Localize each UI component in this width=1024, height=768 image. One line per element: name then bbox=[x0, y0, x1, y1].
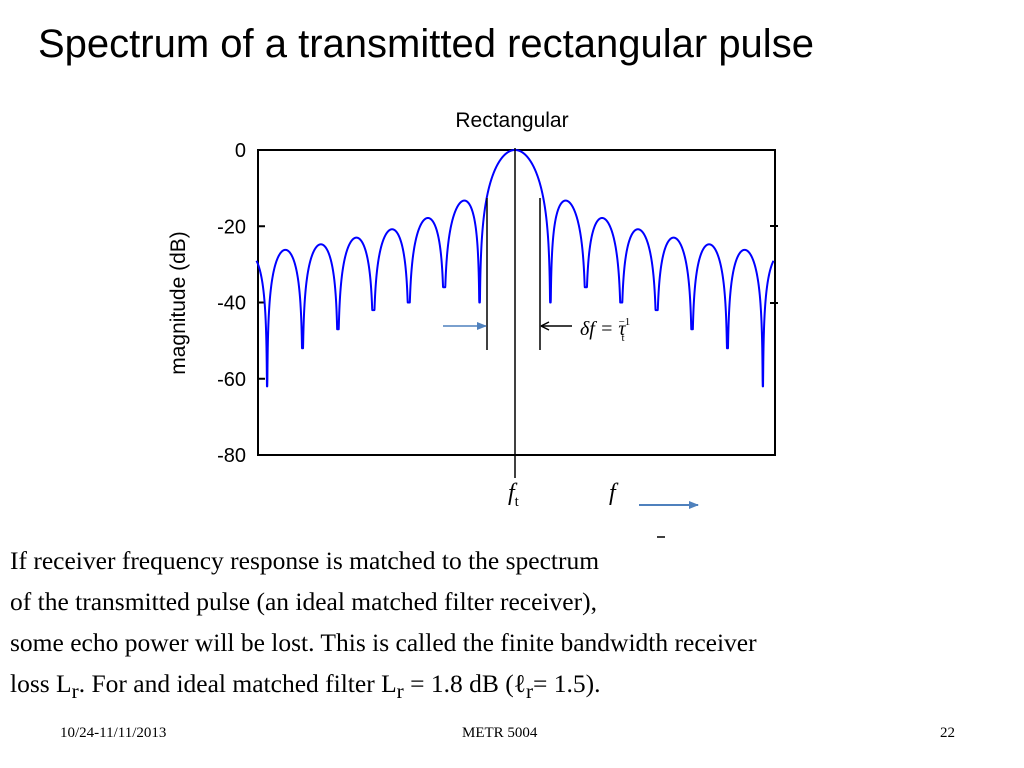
y-axis-label: magnitude (dB) bbox=[167, 231, 190, 375]
body-line-4-sub-3: r bbox=[525, 679, 534, 704]
footer-page-number: 22 bbox=[940, 725, 955, 741]
y-tick-label: 0 bbox=[235, 140, 246, 162]
footer-course: METR 5004 bbox=[462, 725, 538, 741]
bandwidth-arrow-right-head bbox=[540, 321, 550, 331]
bandwidth-label-main: δf = τ bbox=[580, 318, 626, 340]
body-line-4: loss Lr. For and ideal matched filter Lr… bbox=[10, 663, 1020, 712]
chart-title: Rectangular bbox=[455, 109, 568, 132]
body-line-1: If receiver frequency response is matche… bbox=[10, 546, 600, 575]
spectrum-chart: Rectangular magnitude (dB) 0 -20 -40 -60 -80… bbox=[167, 109, 778, 538]
center-frequency-label: ft bbox=[508, 480, 520, 510]
center-frequency-label-main: f bbox=[508, 480, 518, 506]
bandwidth-label-sup: −1 bbox=[619, 316, 631, 328]
footer-date: 10/24-11/11/2013 bbox=[60, 725, 167, 741]
y-tick-label: -80 bbox=[217, 445, 246, 467]
body-line-4-part-a: loss L bbox=[10, 669, 72, 698]
body-line-4-sub-2: r bbox=[396, 679, 404, 704]
body-line-4-part-g: = 1.5). bbox=[533, 669, 601, 698]
frequency-axis-label: f bbox=[609, 480, 619, 506]
body-text: If receiver frequency response is matche… bbox=[10, 540, 1020, 712]
body-line-2: of the transmitted pulse (an ideal match… bbox=[10, 587, 597, 616]
body-line-4-sub-1: r bbox=[71, 679, 79, 704]
slide-title: Spectrum of a transmitted rectangular pu… bbox=[38, 22, 814, 66]
center-frequency-label-sub: t bbox=[515, 494, 520, 510]
body-line-4-part-e: = 1.8 dB (ℓ bbox=[403, 669, 526, 698]
y-tick-label: -20 bbox=[217, 216, 246, 238]
y-tick-label: -60 bbox=[217, 369, 246, 391]
y-tick-label: -40 bbox=[217, 293, 246, 315]
bandwidth-label: δf = τt −1 bbox=[580, 316, 630, 344]
body-line-4-part-c: . For and ideal matched filter L bbox=[78, 669, 397, 698]
bandwidth-label-sub: t bbox=[622, 332, 625, 344]
body-line-3: some echo power will be lost. This is ca… bbox=[10, 628, 757, 657]
